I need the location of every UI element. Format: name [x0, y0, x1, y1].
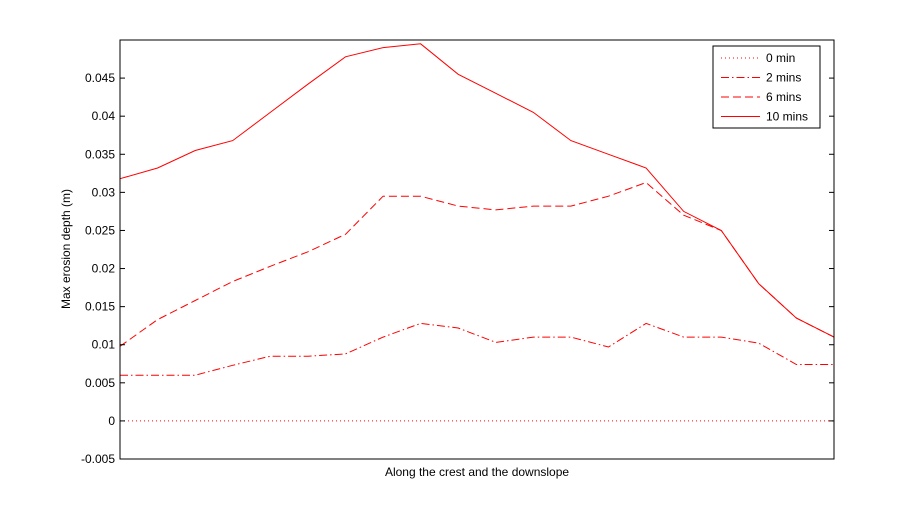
legend-label: 0 min — [766, 51, 795, 65]
y-tick-label: 0.005 — [85, 376, 115, 390]
y-tick-label: 0.02 — [92, 262, 116, 276]
y-tick-label: 0.035 — [85, 147, 115, 161]
series-line-6-mins — [119, 181, 835, 347]
legend: 0 min 2 mins 6 mins 10 mins — [712, 45, 821, 129]
series-line-2-mins — [120, 322, 834, 376]
legend-box — [712, 45, 821, 129]
y-tick-label: 0.04 — [92, 109, 116, 123]
y-tick-label: -0.005 — [81, 452, 115, 466]
series-layer — [119, 43, 835, 422]
y-tick-label: 0.015 — [85, 300, 115, 314]
series-line-10-mins — [119, 43, 835, 338]
plot-frame — [119, 39, 835, 460]
legend-label: 10 mins — [766, 110, 808, 124]
legend-label: 6 mins — [766, 90, 801, 104]
y-tick-label: 0.03 — [92, 185, 116, 199]
x-axis-label: Along the crest and the downslope — [385, 465, 569, 479]
y-tick-label: 0.045 — [85, 71, 115, 85]
y-tick-label: 0.01 — [92, 338, 116, 352]
legend-label: 2 mins — [766, 71, 801, 85]
y-axis: -0.005 0 0.005 0.01 0.015 0.02 0.025 0.03 0.035 0… — [81, 71, 834, 466]
y-axis-label: Max erosion depth (m) — [59, 189, 73, 309]
y-tick-label: 0 — [108, 414, 115, 428]
y-tick-label: 0.025 — [85, 223, 115, 237]
